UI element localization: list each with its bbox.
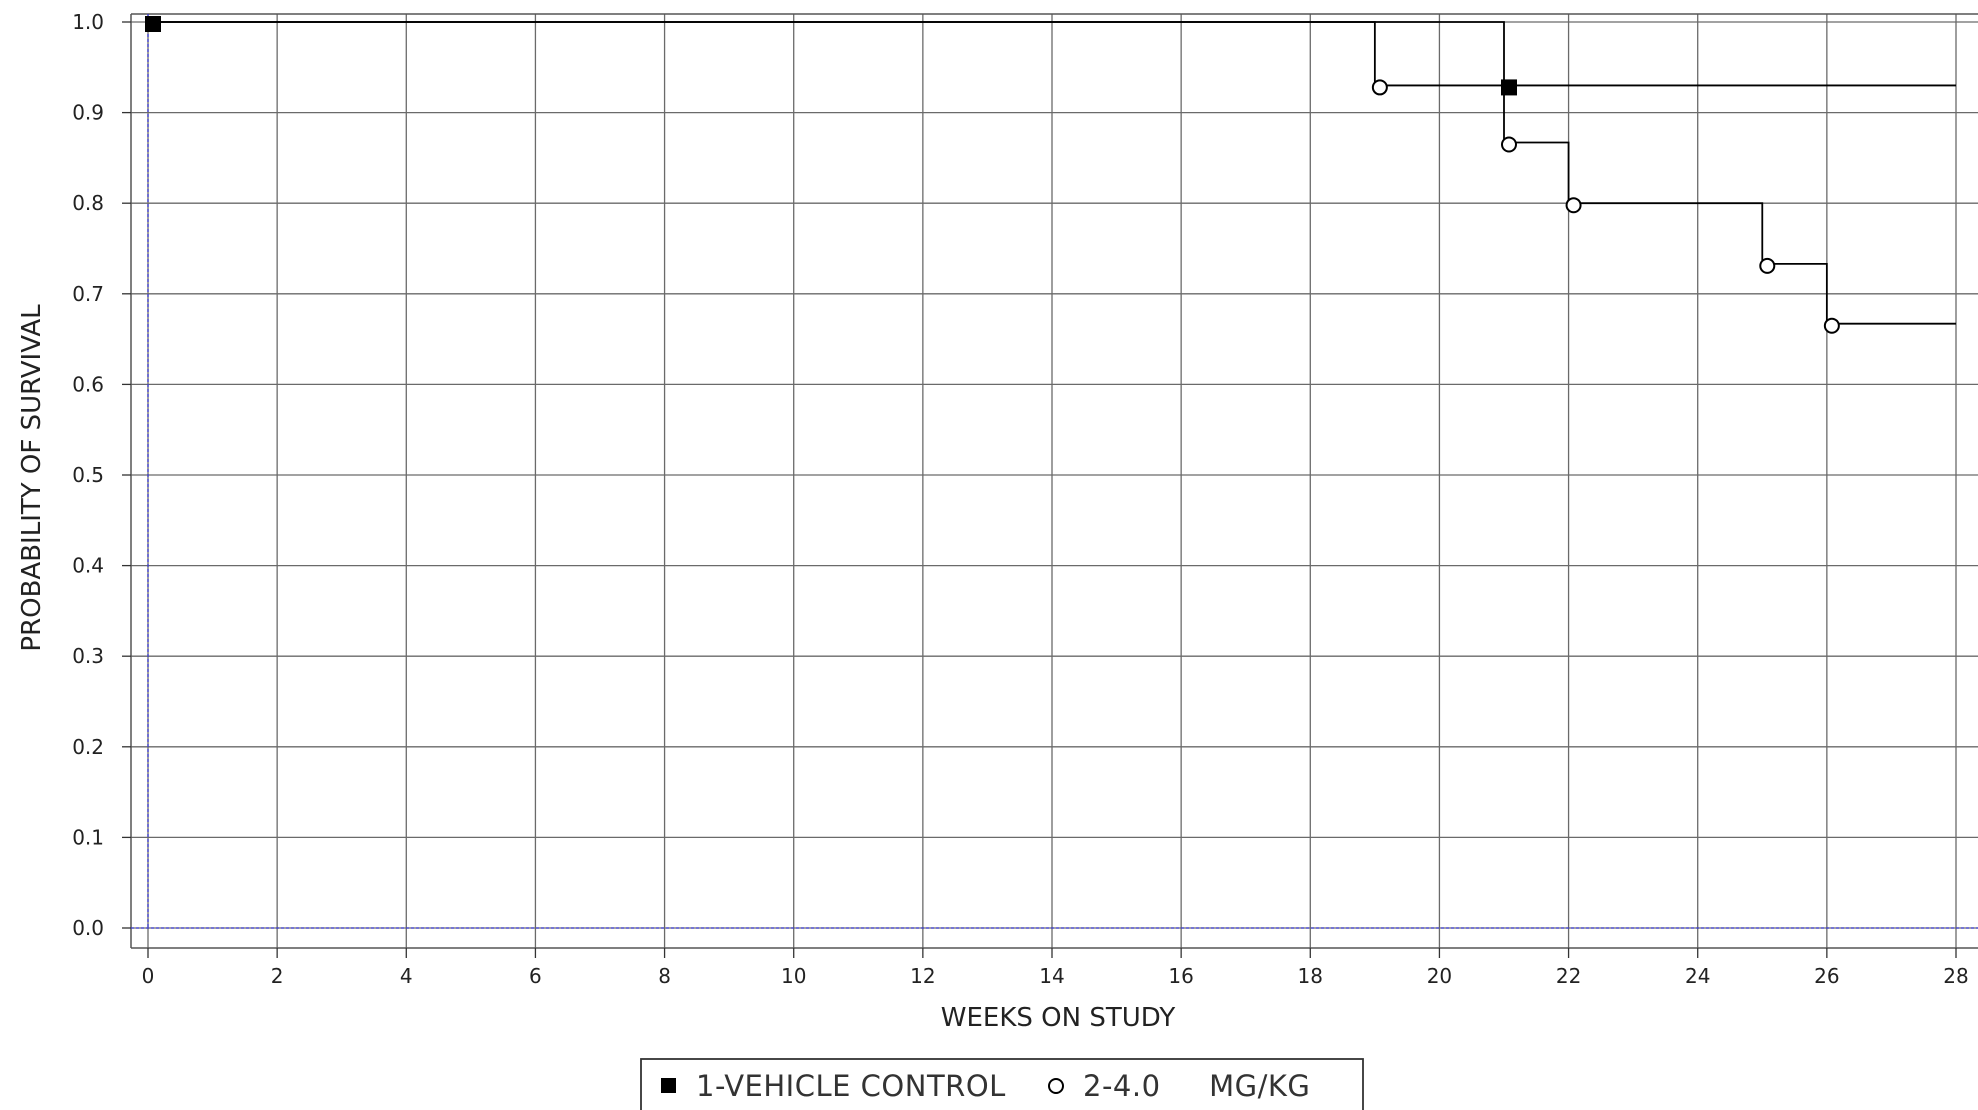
legend-label: 1-VEHICLE CONTROL — [696, 1069, 1006, 1103]
grid — [131, 14, 1978, 948]
legend: 1-VEHICLE CONTROL 2-4.0 MG/KG — [640, 1058, 1364, 1110]
circle-marker — [1759, 257, 1776, 274]
x-tick-label: 4 — [400, 964, 413, 988]
y-tick-label: 0.3 — [72, 644, 104, 668]
plot-frame — [130, 13, 1978, 949]
square-marker — [145, 16, 161, 32]
x-tick-label: 8 — [658, 964, 671, 988]
legend-label: 2-4.0 MG/KG — [1083, 1069, 1310, 1103]
series-line — [148, 21, 1956, 325]
x-axis: 0 2 4 6 8 10 12 14 16 18 20 22 24 26 28 — [142, 948, 1969, 988]
y-tick-label: 0.7 — [72, 282, 104, 306]
x-tick-label: 10 — [781, 964, 806, 988]
square-marker — [1501, 79, 1517, 96]
x-tick-label: 0 — [142, 964, 155, 988]
x-tick-label: 16 — [1168, 964, 1193, 988]
legend-item-1: 1-VEHICLE CONTROL — [661, 1069, 1006, 1103]
y-axis-title: PROBABILITY OF SURVIVAL — [17, 304, 47, 652]
legend-box — [640, 1058, 1364, 1110]
y-tick-label: 0.8 — [72, 191, 104, 215]
x-tick-label: 18 — [1298, 964, 1323, 988]
circle-marker — [1371, 79, 1388, 96]
x-tick-label: 24 — [1685, 964, 1710, 988]
circle-marker — [1823, 317, 1840, 334]
x-axis-title: WEEKS ON STUDY — [941, 1003, 1176, 1033]
x-tick-label: 2 — [271, 964, 284, 988]
y-tick-label: 0.5 — [72, 463, 104, 487]
y-tick-label: 0.6 — [72, 372, 104, 396]
circle-marker — [1565, 197, 1582, 214]
legend-circle-icon — [1048, 1078, 1064, 1094]
x-tick-label: 6 — [529, 964, 542, 988]
x-tick-label: 26 — [1814, 964, 1839, 988]
series-2 — [148, 21, 1956, 334]
x-tick-label: 28 — [1943, 964, 1968, 988]
y-tick-label: 0.2 — [72, 735, 104, 759]
y-tick-label: 0.0 — [72, 916, 104, 940]
x-tick-label: 22 — [1556, 964, 1581, 988]
x-tick-label: 12 — [910, 964, 935, 988]
legend-square-icon — [661, 1078, 676, 1093]
y-tick-label: 1.0 — [72, 10, 104, 34]
series-group — [145, 16, 1956, 334]
y-axis: 0.0 0.1 0.2 0.3 0.4 0.5 0.6 0.7 0.8 0.9 1.0 — [72, 10, 131, 940]
y-tick-label: 0.9 — [72, 101, 104, 125]
series-1 — [145, 16, 1956, 96]
x-tick-label: 14 — [1039, 964, 1064, 988]
x-tick-label: 20 — [1427, 964, 1452, 988]
circle-marker — [1501, 136, 1517, 153]
legend-item-2: 2-4.0 MG/KG — [1048, 1069, 1310, 1103]
y-tick-label: 0.1 — [72, 825, 104, 849]
y-tick-label: 0.4 — [72, 554, 104, 578]
